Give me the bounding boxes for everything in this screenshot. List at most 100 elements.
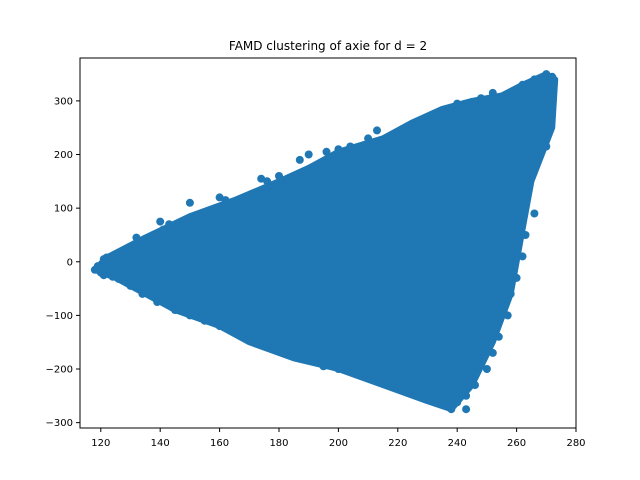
scatter-point [280,348,289,357]
scatter-point [488,166,497,175]
scatter-point [370,370,378,379]
scatter-point [468,188,476,197]
scatter-points [90,70,557,414]
x-tick-label: 180 [269,438,288,449]
scatter-point [453,365,462,373]
scatter-point [373,126,381,135]
scatter-point [263,340,272,349]
x-tick-label: 260 [507,438,526,449]
scatter-point [319,241,328,250]
scatter-point [548,102,557,111]
scatter-point [438,182,447,191]
scatter-point [482,365,491,373]
scatter-point [429,214,438,223]
scatter-point [378,359,387,368]
scatter-point [260,247,269,255]
x-tick-label: 280 [566,438,585,449]
scatter-point [447,405,456,414]
scatter-point [245,263,254,272]
scatter-point [408,370,417,379]
scatter-point [185,257,194,266]
scatter-point [364,134,373,143]
scatter-point [111,267,120,276]
scatter-point [393,338,402,347]
chart-title: FAMD clustering of axie for d = 2 [229,39,427,53]
scatter-point [506,129,515,138]
scatter-point [334,365,343,373]
scatter-point [99,271,108,280]
scatter-point [399,153,408,162]
x-tick-label: 160 [210,438,229,449]
scatter-point [420,391,429,400]
scatter-point [200,214,209,223]
scatter-point [518,252,527,261]
scatter-point [105,260,114,269]
y-tick-label: −200 [46,365,73,376]
scatter-point [387,381,396,390]
scatter-point [441,338,450,347]
scatter-point [156,263,165,272]
scatter-point [465,322,474,331]
scatter-point [364,289,373,298]
y-tick-label: −100 [46,311,73,322]
scatter-point [512,273,521,282]
scatter-point [423,150,432,159]
x-tick-label: 140 [151,438,170,449]
scatter-point [304,225,313,234]
scatter-point [530,161,539,170]
scatter-point [233,204,242,213]
scatter-point [185,198,194,207]
scatter-point [349,273,358,282]
scatter-point [497,150,506,159]
scatter-point [295,155,304,164]
scatter-point [524,182,533,191]
y-tick-label: −300 [46,418,73,429]
scatter-point [370,279,378,288]
scatter-point [114,274,123,283]
scatter-point [477,225,485,234]
scatter-point [283,174,292,183]
y-tick-label: 300 [54,96,73,107]
x-axis: 120 140 160 180 200 220 240 260 280 [91,428,586,449]
scatter-point [453,398,462,407]
scatter-point [408,343,417,352]
scatter-point [334,257,343,266]
scatter-point [417,198,426,207]
scatter-point [393,131,402,140]
scatter-point [405,383,414,392]
scatter-point [221,196,230,205]
scatter-point [530,75,539,84]
scatter-point [423,354,432,363]
scatter-point [408,166,417,175]
scatter-point [298,354,307,363]
scatter-point [482,198,491,207]
scatter-point [494,332,503,341]
scatter-point [328,193,337,202]
scatter-point [358,300,367,309]
scatter-point [349,177,358,186]
scatter-point [497,209,506,218]
scatter-point [334,145,343,154]
scatter-point [477,94,485,103]
scatter-point [441,113,450,121]
scatter-point [482,118,491,127]
scatter-point [518,80,527,89]
scatter-point [411,231,420,239]
scatter-point [185,311,194,320]
scatter-point [453,99,462,108]
scatter-point [245,198,254,207]
scatter-point [462,405,471,414]
scatter-point [102,253,111,262]
scatter-point [378,161,387,170]
scatter-point [132,233,141,242]
scatter-point [156,217,165,226]
scatter-point [447,300,456,309]
scatter-point [126,281,135,290]
scatter-point [488,348,497,357]
scatter-point [251,337,260,346]
scatter-point [530,209,539,218]
scatter-point [399,247,408,255]
scatter-point [147,241,156,250]
scatter-point [349,348,358,357]
scatter-point [539,123,548,132]
